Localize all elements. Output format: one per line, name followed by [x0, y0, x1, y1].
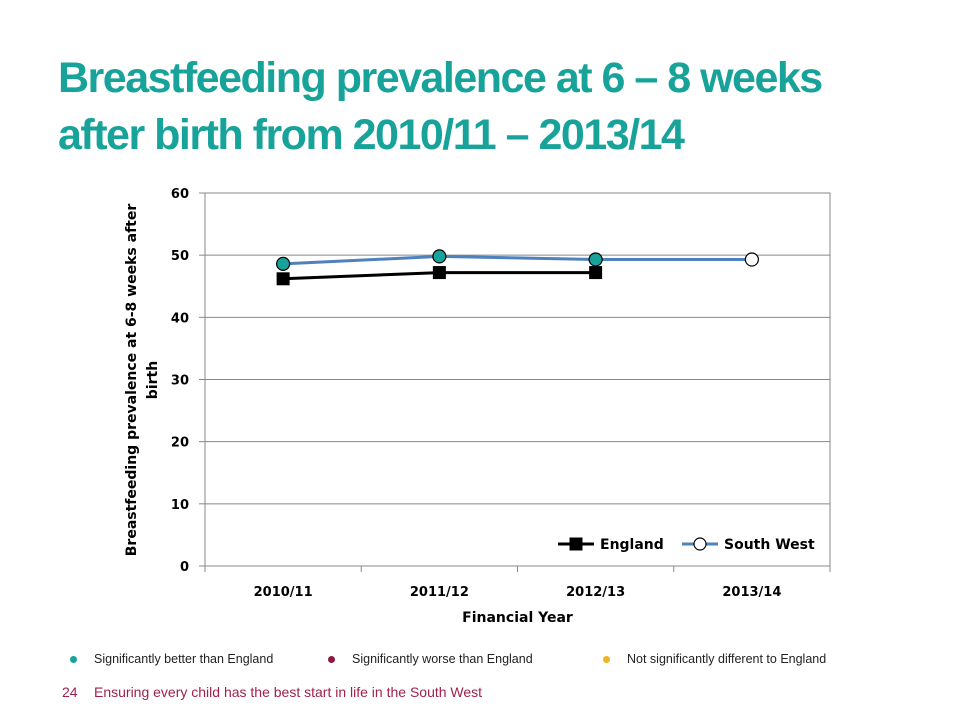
series-line-1 — [283, 254, 752, 266]
y-tick-label: 30 — [171, 374, 189, 389]
y-tick-label: 20 — [171, 436, 189, 451]
significance-legend-better: Significantly better than England — [70, 652, 273, 666]
x-axis-title: Financial Year — [462, 610, 573, 626]
x-tick-label: 2010/11 — [254, 585, 313, 600]
data-point — [588, 252, 603, 267]
significance-legend-similar: Not significantly different to England — [603, 652, 826, 666]
y-tick-label: 50 — [171, 249, 189, 264]
slide-title: Breastfeeding prevalence at 6 – 8 weeks … — [58, 50, 938, 164]
legend-marker-0 — [569, 537, 583, 551]
data-point — [432, 266, 446, 280]
legend-label-0: England — [600, 537, 664, 553]
y-axis-title-line-1: Breastfeeding prevalence at 6-8 weeks af… — [124, 204, 140, 557]
data-point — [432, 249, 447, 264]
significance-similar-dot-icon — [603, 655, 610, 663]
significance-legend: Significantly better than England Signif… — [70, 652, 950, 670]
data-point — [276, 272, 290, 286]
y-tick-label: 40 — [171, 311, 189, 326]
page-number: 24 — [62, 684, 78, 700]
data-point — [744, 252, 759, 267]
slide-title-line-2: after birth from 2010/11 – 2013/14 — [58, 111, 685, 159]
legend-label-1: South West — [724, 537, 815, 553]
significance-worse-label: Significantly worse than England — [352, 652, 533, 666]
y-axis-title-line-2: birth — [145, 361, 161, 399]
y-tick-label: 0 — [180, 560, 189, 575]
data-point — [589, 266, 603, 280]
x-tick-label: 2012/13 — [566, 585, 625, 600]
slide-title-line-1: Breastfeeding prevalence at 6 – 8 weeks — [58, 54, 823, 102]
y-tick-label: 10 — [171, 498, 189, 513]
footer-text: Ensuring every child has the best start … — [94, 684, 483, 700]
significance-worse-dot-icon — [328, 655, 335, 663]
significance-similar-label: Not significantly different to England — [627, 652, 827, 666]
significance-legend-worse: Significantly worse than England — [328, 652, 533, 666]
legend-marker-1 — [693, 537, 707, 551]
significance-better-dot-icon — [70, 655, 77, 663]
x-tick-label: 2011/12 — [410, 585, 469, 600]
x-tick-label: 2013/14 — [722, 585, 781, 600]
data-point — [276, 256, 291, 271]
significance-better-label: Significantly better than England — [94, 652, 274, 666]
y-tick-label: 60 — [171, 187, 189, 202]
